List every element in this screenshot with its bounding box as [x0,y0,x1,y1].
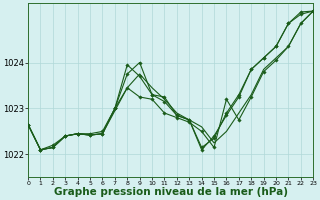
X-axis label: Graphe pression niveau de la mer (hPa): Graphe pression niveau de la mer (hPa) [54,187,288,197]
